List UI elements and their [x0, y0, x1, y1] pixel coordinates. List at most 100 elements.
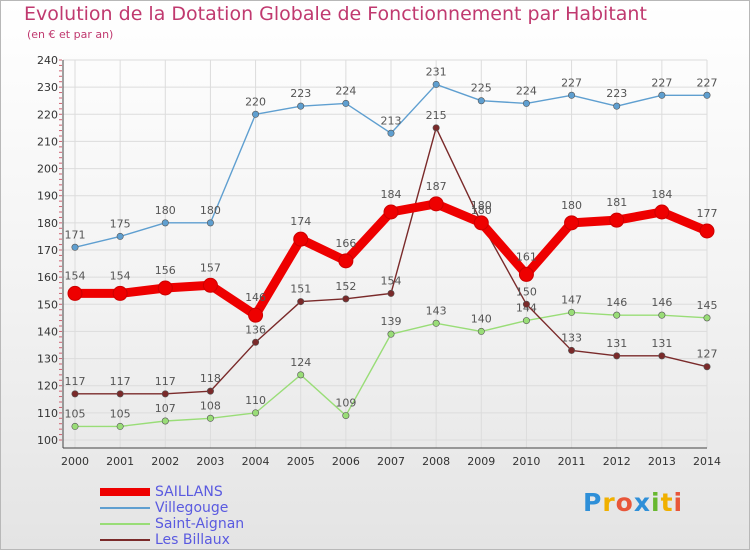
- data-point: [658, 311, 666, 319]
- data-label: 154: [381, 274, 402, 287]
- data-label: 110: [245, 394, 266, 407]
- data-label: 184: [651, 188, 672, 201]
- y-tick-label: 120: [37, 380, 58, 393]
- data-label: 227: [561, 76, 582, 89]
- data-label: 107: [155, 402, 176, 415]
- y-tick-label: 200: [37, 163, 58, 176]
- x-tick-label: 2001: [106, 455, 134, 468]
- data-point: [613, 311, 621, 319]
- data-label: 157: [200, 261, 221, 274]
- data-point: [383, 204, 399, 220]
- data-label: 227: [697, 76, 718, 89]
- data-point: [703, 363, 711, 371]
- data-label: 154: [110, 269, 131, 282]
- data-point: [342, 99, 350, 107]
- data-point: [432, 319, 440, 327]
- data-point: [161, 417, 169, 425]
- logo-letter: r: [602, 488, 616, 517]
- data-label: 224: [516, 84, 537, 97]
- data-label: 150: [516, 285, 537, 298]
- data-point: [699, 223, 715, 239]
- data-point: [568, 91, 576, 99]
- y-tick-label: 180: [37, 217, 58, 230]
- data-point: [293, 231, 309, 247]
- legend-label: Les Billaux: [155, 532, 230, 548]
- data-point: [206, 387, 214, 395]
- data-point: [342, 412, 350, 420]
- data-point: [613, 102, 621, 110]
- data-point: [387, 129, 395, 137]
- data-label: 133: [561, 331, 582, 344]
- y-tick-label: 140: [37, 325, 58, 338]
- logo-letter: x: [633, 488, 651, 517]
- logo-letter: P: [583, 488, 603, 517]
- data-label: 117: [155, 375, 176, 388]
- data-label: 215: [426, 109, 447, 122]
- data-point: [116, 232, 124, 240]
- data-label: 136: [245, 323, 266, 336]
- data-point: [161, 219, 169, 227]
- data-label: 146: [245, 291, 266, 304]
- data-point: [157, 280, 173, 296]
- data-label: 143: [426, 304, 447, 317]
- data-point: [613, 352, 621, 360]
- data-label: 184: [381, 188, 402, 201]
- data-label: 161: [516, 250, 537, 263]
- y-tick-label: 150: [37, 298, 58, 311]
- x-tick-label: 2005: [287, 455, 315, 468]
- data-point: [477, 97, 485, 105]
- legend-label: Villegouge: [155, 500, 229, 516]
- data-label: 220: [245, 95, 266, 108]
- data-point: [654, 204, 670, 220]
- data-label: 180: [471, 199, 492, 212]
- data-point: [658, 91, 666, 99]
- x-tick-label: 2008: [422, 455, 450, 468]
- data-label: 146: [651, 296, 672, 309]
- y-tick-label: 170: [37, 244, 58, 257]
- x-tick-label: 2004: [242, 455, 270, 468]
- y-tick-label: 230: [37, 81, 58, 94]
- y-tick-label: 160: [37, 271, 58, 284]
- legend-swatch: [100, 539, 150, 541]
- data-point: [161, 390, 169, 398]
- data-point: [71, 390, 79, 398]
- logo-letter: i: [651, 488, 661, 517]
- x-tick-label: 2014: [693, 455, 721, 468]
- chart-subtitle: (en € et par an): [27, 28, 114, 41]
- data-label: 109: [335, 397, 356, 410]
- data-label: 151: [290, 283, 311, 296]
- y-tick-label: 100: [37, 434, 58, 447]
- data-point: [116, 390, 124, 398]
- data-label: 117: [110, 375, 131, 388]
- x-tick-label: 2011: [558, 455, 586, 468]
- data-label: 171: [65, 228, 86, 241]
- data-point: [568, 346, 576, 354]
- data-point: [428, 196, 444, 212]
- data-label: 180: [200, 204, 221, 217]
- legend-label: Saint-Aignan: [155, 516, 245, 532]
- y-tick-label: 240: [37, 54, 58, 67]
- data-point: [297, 102, 305, 110]
- data-label: 180: [561, 199, 582, 212]
- data-label: 180: [471, 204, 492, 217]
- data-point: [432, 80, 440, 88]
- data-point: [609, 212, 625, 228]
- data-point: [387, 289, 395, 297]
- data-label: 156: [155, 264, 176, 277]
- data-point: [387, 330, 395, 338]
- data-point: [248, 307, 264, 323]
- data-point: [703, 314, 711, 322]
- data-point: [477, 327, 485, 335]
- data-label: 131: [606, 337, 627, 350]
- data-point: [71, 422, 79, 430]
- data-point: [71, 243, 79, 251]
- data-label: 154: [65, 269, 86, 282]
- data-label: 180: [155, 204, 176, 217]
- data-label: 187: [426, 180, 447, 193]
- data-label: 127: [697, 348, 718, 361]
- legend-swatch: [100, 507, 150, 509]
- data-point: [522, 99, 530, 107]
- data-label: 177: [697, 207, 718, 220]
- chart-title: Evolution de la Dotation Globale de Fonc…: [24, 3, 647, 25]
